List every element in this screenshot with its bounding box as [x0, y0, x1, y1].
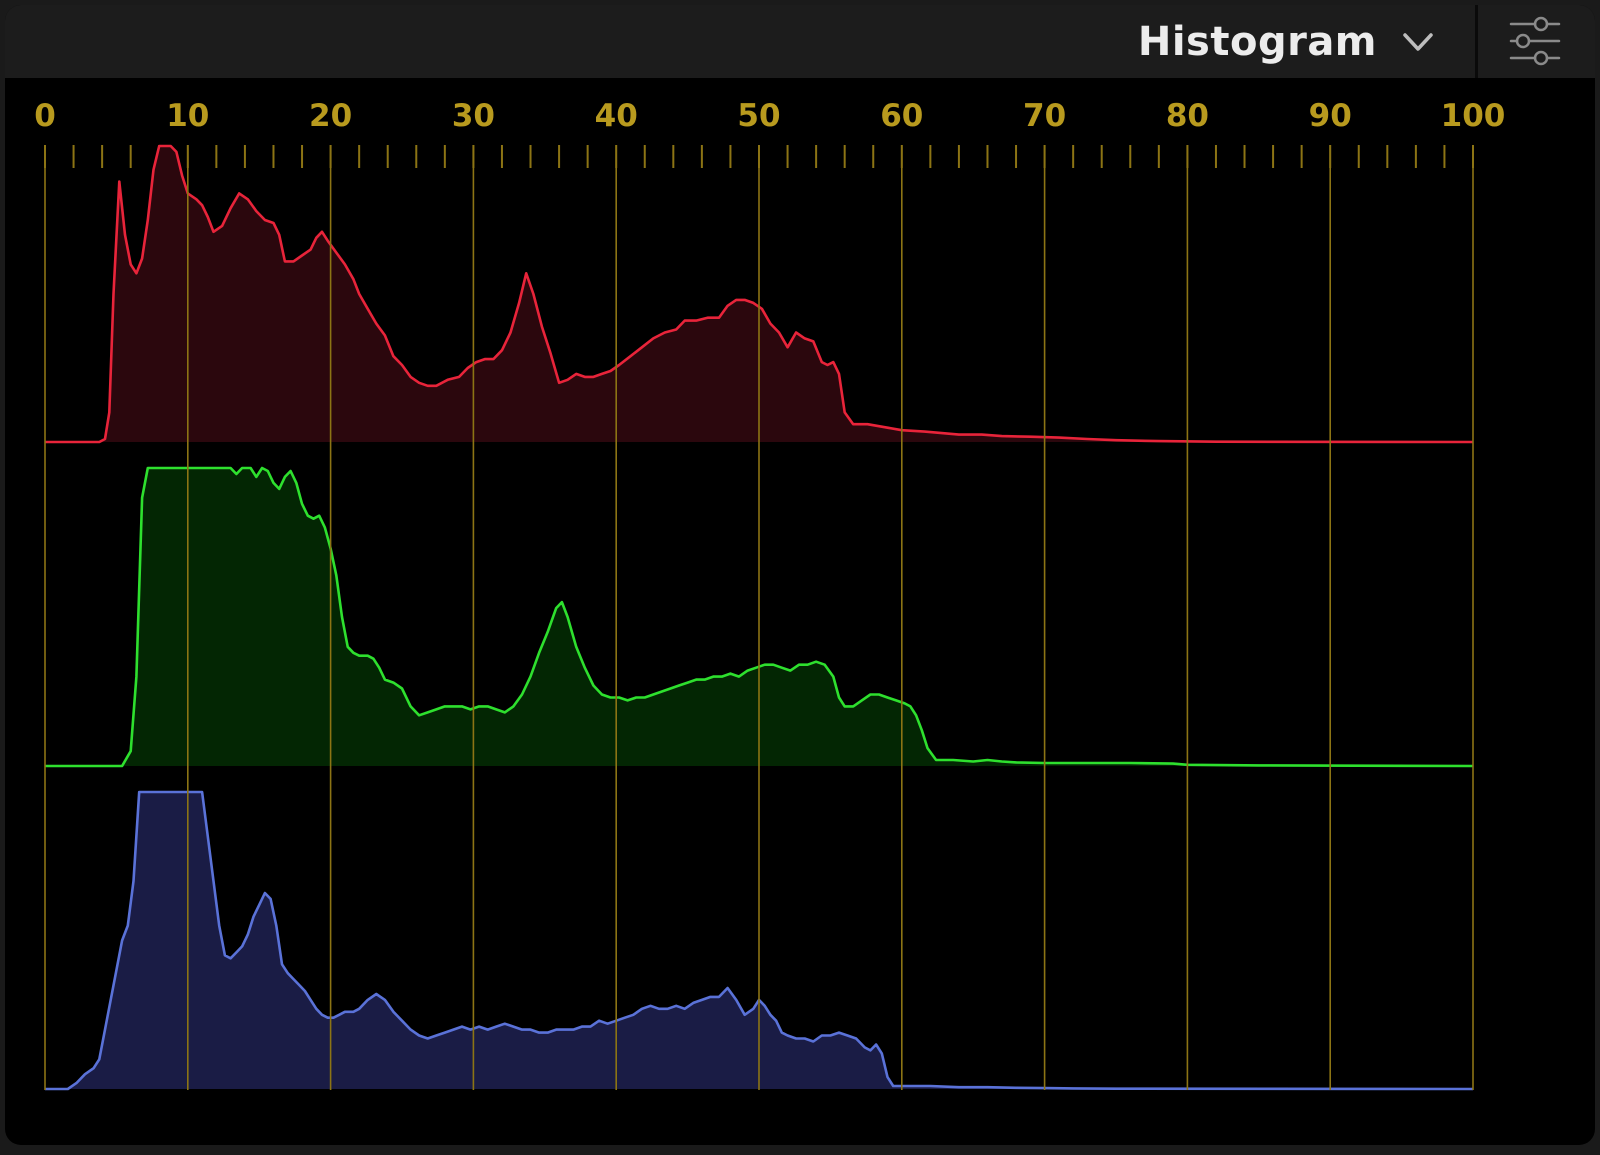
green-channel-line [45, 466, 1474, 768]
scope-title: Histogram [1137, 18, 1377, 65]
chevron-down-icon [1401, 25, 1435, 59]
panel-header: Histogram [5, 5, 1595, 78]
gridlines [44, 145, 1474, 1090]
x-tick-label: 30 [452, 98, 495, 134]
x-tick-label: 40 [595, 98, 638, 134]
x-tick-label: 0 [34, 98, 56, 134]
x-tick-label: 50 [737, 98, 780, 134]
scope-type-dropdown[interactable]: Histogram [1138, 5, 1435, 78]
header-divider [1475, 5, 1478, 78]
x-tick-label: 60 [880, 98, 923, 134]
x-tick-label: 10 [166, 98, 209, 134]
x-tick-label: 80 [1166, 98, 1209, 134]
x-tick-label: 100 [1441, 98, 1506, 134]
x-tick-label: 20 [309, 98, 352, 134]
x-tick-label: 70 [1023, 98, 1066, 134]
tick-labels: 0 10 20 30 40 50 60 70 80 90 100 [34, 98, 1505, 134]
red-channel-area [45, 146, 1473, 442]
red-channel-line [45, 144, 1474, 444]
blue-channel-line [45, 790, 1474, 1091]
x-tick-label: 90 [1309, 98, 1352, 134]
sliders-icon[interactable] [1505, 15, 1565, 67]
